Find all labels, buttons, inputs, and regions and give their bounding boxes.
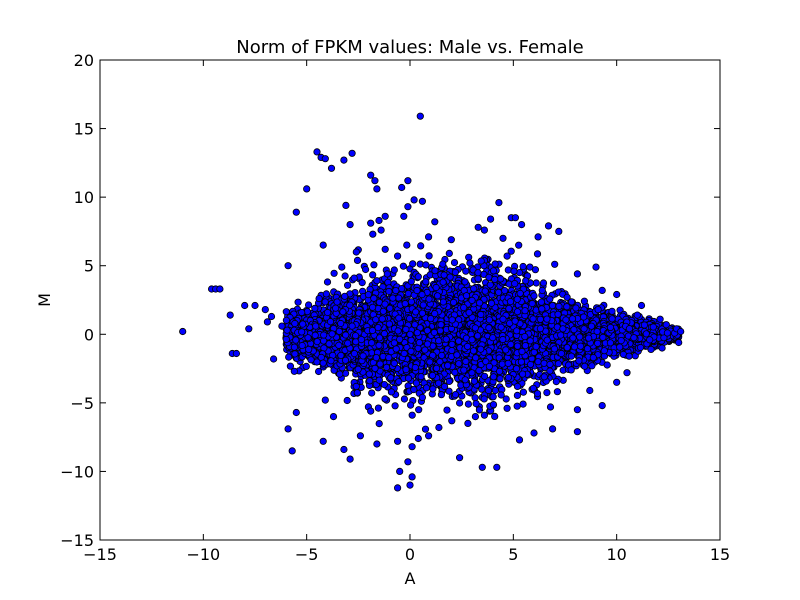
data-point: [510, 267, 518, 275]
data-point: [403, 241, 411, 249]
data-point: [341, 272, 349, 280]
data-point: [480, 395, 488, 403]
data-point: [404, 289, 412, 298]
data-point: [489, 393, 497, 401]
data-point: [465, 253, 473, 261]
data-point: [464, 400, 472, 408]
data-point: [533, 250, 542, 258]
data-point: [455, 399, 464, 407]
data-point: [358, 278, 366, 287]
data-point: [507, 247, 515, 255]
data-point: [353, 256, 362, 264]
data-point: [391, 402, 399, 410]
data-point: [472, 399, 480, 408]
data-point: [321, 298, 329, 306]
data-point: [370, 261, 378, 269]
data-point: [553, 388, 562, 396]
data-point: [471, 412, 479, 421]
data-point: [400, 395, 408, 403]
data-point: [548, 301, 557, 310]
data-point: [491, 386, 499, 395]
data-point: [409, 260, 417, 268]
data-point: [532, 279, 540, 287]
data-point: [474, 274, 482, 283]
data-point: [515, 241, 523, 249]
data-point: [286, 362, 294, 370]
data-point: [375, 419, 383, 428]
points-layer: [179, 112, 685, 492]
data-point: [543, 388, 551, 397]
data-point: [374, 404, 382, 412]
data-point: [381, 395, 389, 403]
data-point: [471, 394, 479, 402]
data-point: [580, 297, 589, 305]
data-point: [448, 417, 456, 425]
data-point: [519, 388, 528, 396]
chart-title: Norm of FPKM values: Male vs. Female: [236, 37, 583, 58]
data-point: [314, 367, 323, 376]
data-point: [323, 278, 332, 286]
data-point: [407, 277, 415, 286]
data-point: [480, 372, 489, 380]
data-point: [450, 258, 459, 267]
data-point: [519, 400, 527, 408]
data-point: [502, 395, 510, 403]
data-point: [343, 396, 351, 405]
data-point: [390, 266, 398, 274]
data-point: [513, 402, 521, 410]
data-point: [302, 362, 310, 370]
data-point: [282, 308, 290, 316]
data-point: [539, 279, 548, 287]
data-point: [412, 379, 420, 387]
data-point: [369, 271, 377, 279]
data-point: [497, 391, 505, 399]
data-point: [504, 266, 512, 274]
data-point: [475, 406, 483, 414]
data-point: [491, 412, 499, 420]
data-point: [549, 279, 558, 287]
data-point: [603, 361, 611, 369]
data-point: [415, 406, 423, 414]
